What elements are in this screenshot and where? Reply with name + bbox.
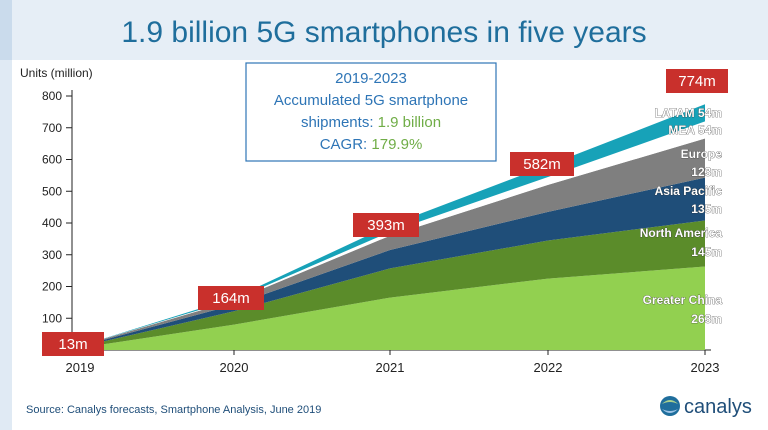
total-label: 774m xyxy=(678,73,716,90)
segment-label: LATAM 54m xyxy=(654,106,722,120)
total-label-box xyxy=(353,213,419,237)
title-band xyxy=(0,0,768,60)
y-tick-label: 200 xyxy=(42,280,62,294)
annotation-value: 179.9% xyxy=(371,136,422,153)
segment-label-value: 123m xyxy=(691,165,722,179)
y-tick-label: 300 xyxy=(42,248,62,262)
segment-label: MEA 54m xyxy=(668,123,722,137)
chart-title: 1.9 billion 5G smartphones in five years xyxy=(121,16,646,49)
annotation-line: 2019-2023 xyxy=(335,70,407,87)
y-tick-label: 600 xyxy=(42,153,62,167)
annotation-line: Accumulated 5G smartphone xyxy=(274,92,468,109)
canalys-logo: canalys xyxy=(660,396,752,418)
total-label: 164m xyxy=(212,290,250,307)
total-label: 13m xyxy=(58,336,87,353)
area-north-america xyxy=(80,220,705,348)
x-tick-label: 2023 xyxy=(691,360,720,375)
x-tick-label: 2021 xyxy=(376,360,405,375)
source-note: Source: Canalys forecasts, Smartphone An… xyxy=(26,404,321,416)
logo-swoosh xyxy=(662,400,678,404)
y-tick-label: 700 xyxy=(42,121,62,135)
total-label-box xyxy=(42,332,104,356)
total-label-box xyxy=(510,152,574,176)
total-label: 393m xyxy=(367,217,405,234)
x-tick-label: 2019 xyxy=(66,360,95,375)
annotation-line: CAGR: 179.9% xyxy=(320,136,423,153)
total-label-box xyxy=(666,69,728,93)
total-label: 582m xyxy=(523,156,561,173)
x-tick-label: 2022 xyxy=(534,360,563,375)
area-greater-china xyxy=(80,266,705,350)
segment-label-value: 145m xyxy=(691,245,722,259)
segment-label: Greater China xyxy=(643,293,723,307)
annotation-box xyxy=(245,62,497,162)
y-tick-label: 100 xyxy=(42,311,62,325)
annotation-line: shipments: 1.9 billion xyxy=(301,114,441,131)
x-tick-label: 2020 xyxy=(220,360,249,375)
segment-label: Europe xyxy=(681,147,723,161)
annotation-prefix: CAGR: xyxy=(320,136,372,153)
annotation-value: 1.9 billion xyxy=(378,114,441,131)
logo-swoosh xyxy=(662,409,678,413)
y-axis-label: Units (million) xyxy=(20,66,93,80)
y-tick-label: 400 xyxy=(42,216,62,230)
segment-label-value: 263m xyxy=(691,312,722,326)
left-accent-strip xyxy=(0,0,12,430)
segment-label: Asia Pacific xyxy=(655,184,723,198)
segment-label: North America xyxy=(640,226,723,240)
y-tick-label: 800 xyxy=(42,89,62,103)
brand-wordmark: canalys xyxy=(684,396,752,418)
y-tick-label: 500 xyxy=(42,184,62,198)
total-label-box xyxy=(198,286,264,310)
area-europe xyxy=(80,138,705,347)
segment-label-value: 135m xyxy=(691,202,722,216)
annotation-prefix: shipments: xyxy=(301,114,378,131)
